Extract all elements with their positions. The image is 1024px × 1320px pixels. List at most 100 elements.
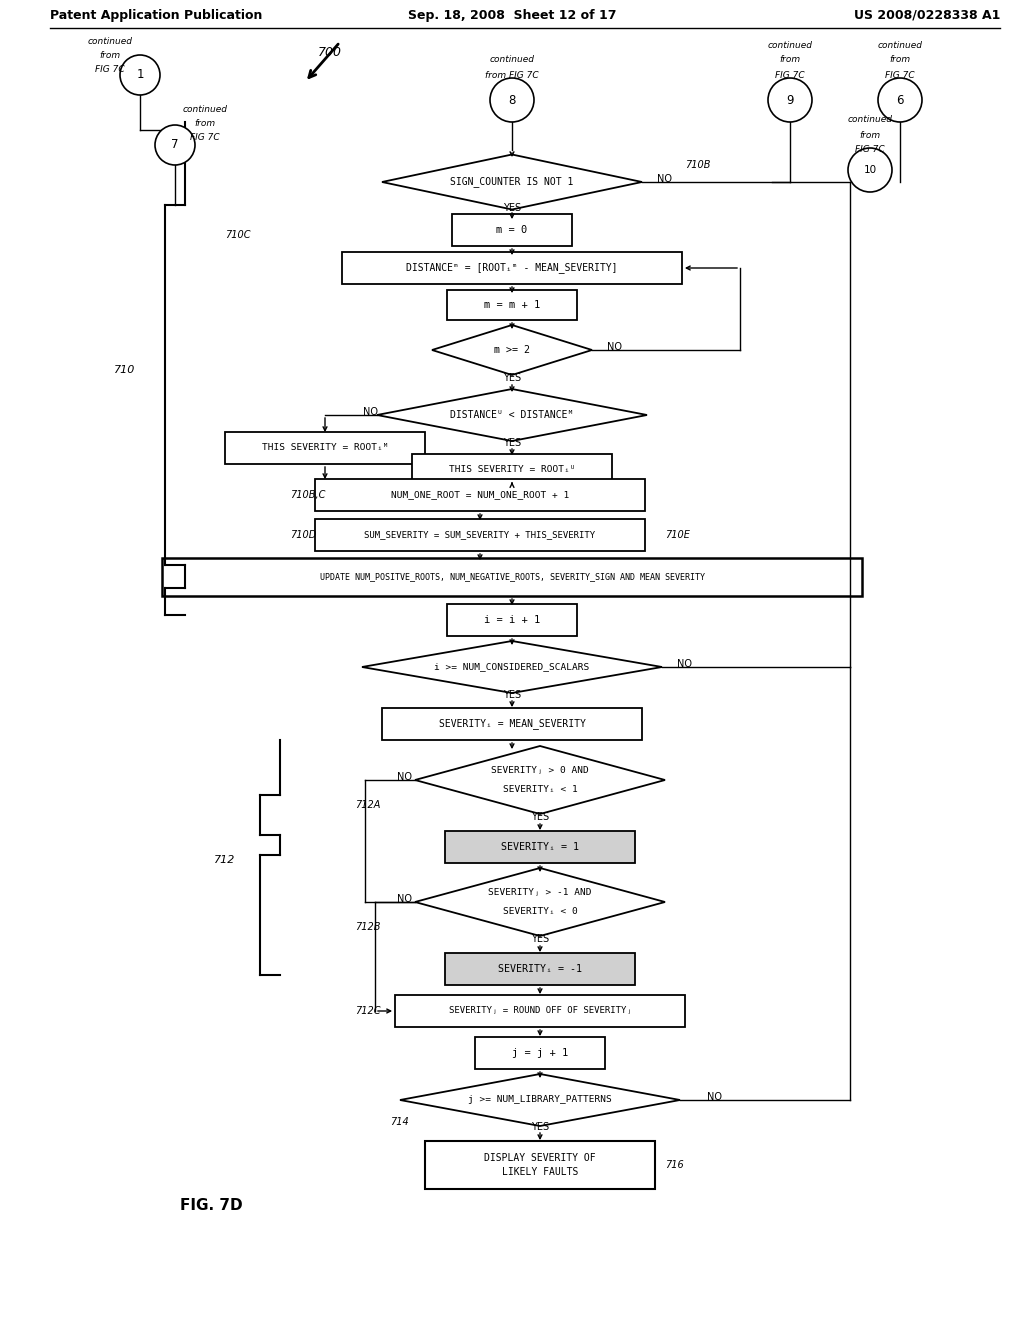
Circle shape — [848, 148, 892, 191]
Text: SEVERITYᵢ = 1: SEVERITYᵢ = 1 — [501, 842, 579, 851]
Text: continued: continued — [489, 55, 535, 65]
Text: FIG 7C: FIG 7C — [95, 66, 125, 74]
FancyBboxPatch shape — [447, 290, 577, 319]
Text: m = m + 1: m = m + 1 — [484, 300, 540, 310]
Text: 10: 10 — [863, 165, 877, 176]
Text: from: from — [195, 120, 216, 128]
Text: m = 0: m = 0 — [497, 224, 527, 235]
FancyBboxPatch shape — [315, 479, 645, 511]
Polygon shape — [432, 325, 592, 375]
Text: 712C: 712C — [355, 1006, 381, 1016]
FancyBboxPatch shape — [342, 252, 682, 284]
Circle shape — [120, 55, 160, 95]
FancyBboxPatch shape — [475, 1038, 605, 1069]
FancyBboxPatch shape — [447, 605, 577, 636]
Text: YES: YES — [530, 935, 549, 944]
Polygon shape — [400, 1074, 680, 1126]
Text: 710E: 710E — [665, 531, 690, 540]
Text: 710C: 710C — [225, 230, 251, 240]
FancyBboxPatch shape — [412, 454, 612, 486]
Text: NO: NO — [362, 407, 378, 417]
Text: THIS SEVERITY = ROOTᵢᵁ: THIS SEVERITY = ROOTᵢᵁ — [449, 466, 575, 474]
Text: YES: YES — [503, 374, 521, 383]
Text: NO: NO — [397, 772, 413, 781]
FancyBboxPatch shape — [225, 432, 425, 465]
Text: 714: 714 — [390, 1117, 409, 1127]
Text: j = j + 1: j = j + 1 — [512, 1048, 568, 1059]
FancyBboxPatch shape — [315, 519, 645, 550]
Text: SEVERITYⱼ = ROUND OFF OF SEVERITYⱼ: SEVERITYⱼ = ROUND OFF OF SEVERITYⱼ — [449, 1006, 632, 1015]
Text: from: from — [859, 131, 881, 140]
Text: FIG 7C: FIG 7C — [190, 133, 220, 143]
Text: SEVERITYⱼ > 0 AND: SEVERITYⱼ > 0 AND — [492, 767, 589, 776]
Polygon shape — [377, 389, 647, 441]
Text: 7: 7 — [171, 139, 179, 152]
Text: 710B,C: 710B,C — [290, 490, 326, 500]
Text: NO: NO — [397, 894, 413, 904]
Text: SEVERITYᵢ < 1: SEVERITYᵢ < 1 — [503, 784, 578, 793]
Text: UPDATE NUM_POSITVE_ROOTS, NUM_NEGATIVE_ROOTS, SEVERITY_SIGN AND MEAN SEVERITY: UPDATE NUM_POSITVE_ROOTS, NUM_NEGATIVE_R… — [319, 573, 705, 582]
Text: from: from — [890, 55, 910, 65]
Text: continued: continued — [878, 41, 923, 49]
Text: from FIG 7C: from FIG 7C — [485, 70, 539, 79]
Text: NO: NO — [607, 342, 623, 352]
Circle shape — [878, 78, 922, 121]
FancyBboxPatch shape — [395, 995, 685, 1027]
FancyBboxPatch shape — [445, 832, 635, 863]
FancyBboxPatch shape — [445, 953, 635, 985]
Text: FIG 7C: FIG 7C — [885, 70, 914, 79]
Text: 6: 6 — [896, 94, 904, 107]
Text: LIKELY FAULTS: LIKELY FAULTS — [502, 1167, 579, 1177]
Text: i >= NUM_CONSIDERED_SCALARS: i >= NUM_CONSIDERED_SCALARS — [434, 663, 590, 672]
Text: SEVERITYᵢ < 0: SEVERITYᵢ < 0 — [503, 907, 578, 916]
Text: 712: 712 — [214, 855, 234, 865]
Text: SUM_SEVERITY = SUM_SEVERITY + THIS_SEVERITY: SUM_SEVERITY = SUM_SEVERITY + THIS_SEVER… — [365, 531, 596, 540]
Text: continued: continued — [87, 37, 132, 46]
Text: 716: 716 — [665, 1160, 684, 1170]
Text: 712A: 712A — [355, 800, 380, 810]
Text: FIG 7C: FIG 7C — [855, 145, 885, 154]
Text: SEVERITYᵢ = MEAN_SEVERITY: SEVERITYᵢ = MEAN_SEVERITY — [438, 718, 586, 730]
Circle shape — [490, 78, 534, 121]
Circle shape — [768, 78, 812, 121]
Text: SEVERITYⱼ > -1 AND: SEVERITYⱼ > -1 AND — [488, 888, 592, 898]
Text: Patent Application Publication: Patent Application Publication — [50, 8, 262, 21]
Circle shape — [155, 125, 195, 165]
FancyBboxPatch shape — [162, 558, 862, 597]
Text: THIS SEVERITY = ROOTᵢᴹ: THIS SEVERITY = ROOTᵢᴹ — [262, 444, 388, 453]
Text: DISTANCEᵁ < DISTANCEᴹ: DISTANCEᵁ < DISTANCEᴹ — [451, 411, 573, 420]
Text: 710: 710 — [114, 366, 135, 375]
Text: US 2008/0228338 A1: US 2008/0228338 A1 — [854, 8, 1000, 21]
Text: YES: YES — [503, 203, 521, 213]
Text: continued: continued — [848, 116, 893, 124]
Text: 710B: 710B — [685, 160, 711, 170]
Text: YES: YES — [530, 1122, 549, 1133]
Text: j >= NUM_LIBRARY_PATTERNS: j >= NUM_LIBRARY_PATTERNS — [468, 1096, 612, 1105]
Polygon shape — [415, 869, 665, 936]
Text: Sep. 18, 2008  Sheet 12 of 17: Sep. 18, 2008 Sheet 12 of 17 — [408, 8, 616, 21]
Text: continued: continued — [182, 106, 227, 115]
FancyBboxPatch shape — [425, 1140, 655, 1189]
Text: NO: NO — [708, 1092, 723, 1102]
Polygon shape — [415, 746, 665, 814]
Text: YES: YES — [503, 690, 521, 700]
Polygon shape — [362, 642, 662, 693]
Text: 1: 1 — [136, 69, 143, 82]
Text: from: from — [99, 51, 121, 61]
Text: NUM_ONE_ROOT = NUM_ONE_ROOT + 1: NUM_ONE_ROOT = NUM_ONE_ROOT + 1 — [391, 491, 569, 499]
Text: DISTANCEᵐ = [ROOTᵢᵐ - MEAN_SEVERITY]: DISTANCEᵐ = [ROOTᵢᵐ - MEAN_SEVERITY] — [407, 263, 617, 273]
Text: 8: 8 — [508, 94, 516, 107]
Text: continued: continued — [768, 41, 812, 49]
Text: 700: 700 — [318, 45, 342, 58]
Text: NO: NO — [678, 659, 692, 669]
Text: SIGN_COUNTER IS NOT 1: SIGN_COUNTER IS NOT 1 — [451, 177, 573, 187]
Text: NO: NO — [657, 174, 673, 183]
Text: FIG 7C: FIG 7C — [775, 70, 805, 79]
Text: 712B: 712B — [355, 921, 381, 932]
FancyBboxPatch shape — [452, 214, 572, 246]
Text: YES: YES — [503, 438, 521, 447]
Text: 9: 9 — [786, 94, 794, 107]
Polygon shape — [382, 154, 642, 210]
Text: m >= 2: m >= 2 — [494, 345, 530, 355]
Text: YES: YES — [530, 812, 549, 822]
